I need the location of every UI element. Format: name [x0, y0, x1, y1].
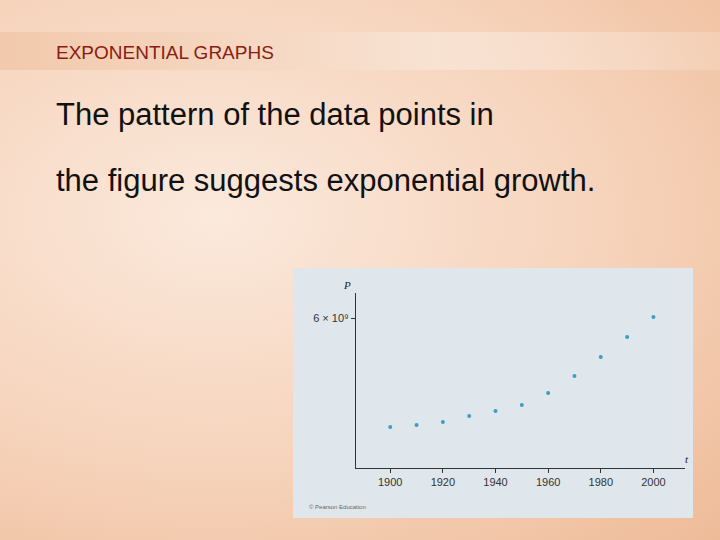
- svg-text:1980: 1980: [589, 476, 613, 488]
- html-text:The pattern of the data points: The pattern of the data points in: [56, 97, 494, 132]
- html-text:the figure suggests exponentia: the figure suggests exponential growth.: [56, 163, 596, 198]
- svg-text:1940: 1940: [483, 476, 507, 488]
- svg-text:P: P: [343, 279, 351, 291]
- svg-text:6 × 10⁹: 6 × 10⁹: [313, 312, 349, 324]
- svg-text:t: t: [685, 453, 689, 465]
- svg-text:2000: 2000: [641, 476, 665, 488]
- html-text:EXPONENTIAL GRAPHS: EXPONENTIAL GRAPHS: [56, 42, 274, 63]
- svg-text:1900: 1900: [378, 476, 402, 488]
- svg-text:1960: 1960: [536, 476, 560, 488]
- svg-text:1920: 1920: [431, 476, 455, 488]
- html-text:© Pearson Education: © Pearson Education: [309, 504, 366, 510]
